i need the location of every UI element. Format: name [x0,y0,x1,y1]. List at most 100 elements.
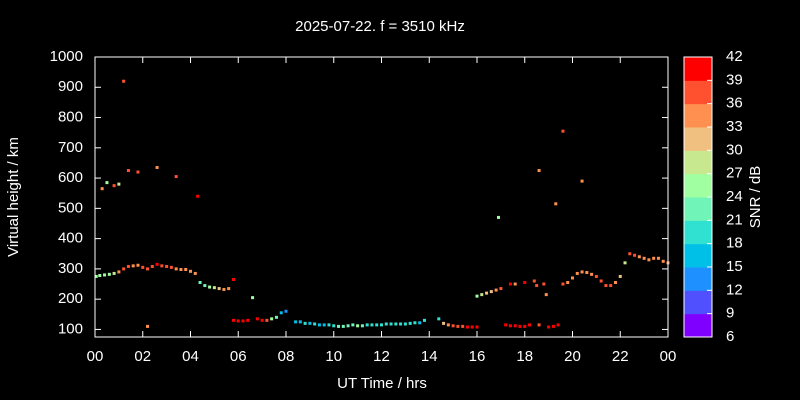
x-tick-label: 22 [612,348,629,365]
y-tick-label: 100 [58,320,83,337]
data-point [399,322,403,326]
data-point [590,272,594,276]
colorbar-tick-label: 39 [726,71,743,88]
data-point [504,323,508,327]
data-point [408,321,412,325]
x-tick-label: 08 [278,348,295,365]
data-point [513,282,517,286]
colorbar-tick-label: 33 [726,118,743,135]
data-point [656,256,660,260]
data-point [236,319,240,323]
data-point [542,282,546,286]
data-point [117,182,121,186]
data-point [456,324,460,328]
colorbar-tick-label: 9 [726,305,734,322]
data-point [346,324,350,328]
data-point [294,320,298,324]
data-point [528,323,532,327]
data-point [580,270,584,274]
data-point [370,323,374,327]
data-point [217,287,221,291]
data-point [556,323,560,327]
data-point [465,325,469,329]
x-tick-label: 00 [660,348,677,365]
data-point [360,324,364,328]
colorbar-band [684,150,712,175]
data-point [485,291,489,295]
data-point [494,288,498,292]
data-point [155,262,159,266]
data-point [126,264,130,268]
y-tick-label: 800 [58,109,83,126]
data-point [637,255,641,259]
data-point [618,274,622,278]
data-point [208,285,212,289]
data-point [107,272,111,276]
data-point [105,181,109,185]
data-point [174,267,178,271]
data-point [136,263,140,267]
colorbar-band [684,80,712,105]
data-point [535,284,539,288]
data-point [380,323,383,327]
chart-title: 2025-07-22. f = 3510 kHz [295,18,465,35]
x-tick-label: 02 [134,348,151,365]
data-point [422,318,426,322]
data-point [566,281,570,285]
data-point [117,270,121,274]
data-point [327,323,331,327]
data-point [628,252,632,256]
data-point [337,324,341,328]
x-tick-label: 04 [182,348,199,365]
data-point [184,267,188,271]
colorbar-tick-label: 42 [726,48,743,65]
x-tick-label: 06 [230,348,247,365]
data-point [155,165,159,169]
data-point [661,259,665,263]
data-point [227,287,231,291]
colorbar-band [684,57,712,81]
data-point [260,318,264,322]
data-point [461,324,465,328]
y-tick-label: 700 [58,139,83,156]
data-point [332,324,336,328]
x-tick-label: 16 [469,348,486,365]
data-point [475,294,479,298]
x-tick-label: 14 [421,348,438,365]
data-point [150,264,154,268]
data-point [523,324,527,328]
data-point [537,323,541,327]
data-point [623,261,627,265]
data-point [389,322,393,326]
data-point [313,322,317,326]
data-point [613,281,617,285]
x-tick-label: 00 [87,348,104,365]
data-point [246,318,250,322]
y-tick-label: 600 [58,169,83,186]
colorbar-tick-label: 30 [726,141,743,158]
data-point [174,175,178,179]
colorbar-tick-label: 6 [726,328,734,345]
x-tick-label: 12 [373,348,390,365]
x-axis-label: UT Time / hrs [337,375,427,392]
data-point [642,256,646,260]
colorbar-band [684,220,712,245]
data-point [594,274,598,278]
data-point [375,323,379,327]
data-point [544,293,548,297]
data-point [341,324,345,328]
colorbar-tick-label: 36 [726,95,743,112]
data-point [98,274,102,278]
data-point [523,281,527,285]
colorbar-label: SNR / dB [747,166,764,229]
data-point [532,279,536,283]
y-tick-label: 400 [58,230,83,247]
data-point [193,271,197,275]
data-point [547,325,551,329]
colorbar-band [684,127,712,151]
data-point [265,318,269,322]
data-point [100,187,104,191]
data-point [599,279,603,283]
data-point [571,276,574,280]
